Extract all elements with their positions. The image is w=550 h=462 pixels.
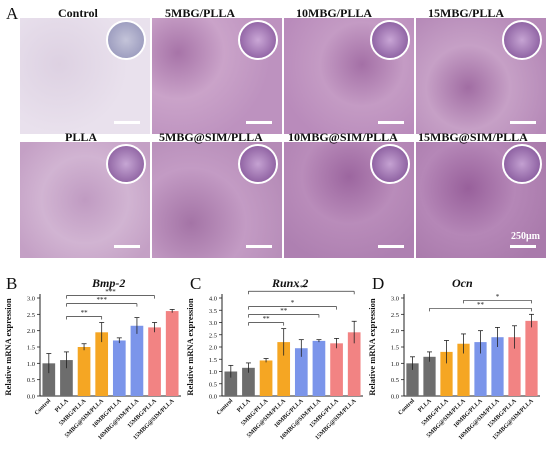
bmp2-ytick-label: 0.5 [27, 377, 35, 384]
ocn-bar-0 [406, 363, 419, 396]
chart-title-ocn: Ocn [452, 276, 473, 290]
runx2-bar-5 [312, 340, 326, 396]
panel-label-c: C [190, 274, 202, 293]
micrograph-title-15mbg-plla: 15MBG/PLLA [428, 6, 505, 20]
runx2-ytick-label: 4.0 [209, 296, 217, 303]
runx2-ylabel: Relative mRNA expression [185, 298, 195, 395]
panel-label-a: A [6, 4, 19, 23]
runx2-bar-1 [242, 367, 255, 396]
ocn-bar-4 [474, 342, 487, 396]
chart-ocn: Relative mRNA expression 0.0 0.5 1.0 1.5 2.0 2… [367, 293, 540, 441]
micrograph-5mbg-plla [152, 18, 282, 134]
runx2-ytick-label: 3.0 [209, 320, 217, 327]
bmp2-bar-5 [130, 325, 144, 396]
bmp2-bar-0 [42, 363, 56, 396]
ocn-ylabel: Relative mRNA expression [367, 298, 377, 395]
micrograph-5mbg-sim-plla [152, 142, 282, 258]
runx2-bar-6 [330, 343, 343, 396]
runx2-ytick-label: 3.5 [209, 308, 217, 315]
runx2-sig-label-2: * [291, 299, 295, 307]
bmp2-ytick-label: 3.0 [27, 296, 35, 303]
chart-runx2: Relative mRNA expression 0.0 0.5 1.0 1.5 2.0 2… [185, 284, 363, 441]
ocn-category-label-1: PLLA [417, 398, 433, 414]
runx2-bar-3 [277, 342, 291, 396]
ocn-ytick-label: 0.0 [391, 394, 399, 401]
bmp2-sig-label-2: *** [105, 288, 116, 296]
bmp2-bar-6 [148, 327, 161, 396]
micrograph-title-10mbg-sim-plla: 10MBG@SIM/PLLA [288, 130, 398, 144]
micrograph-title-15mbg-sim-plla: 15MBG@SIM/PLLA [418, 130, 528, 144]
runx2-ytick-label: 1.5 [209, 357, 217, 364]
micrograph-10mbg-sim-plla [284, 142, 414, 258]
chart-title-runx2: Runx 2 [272, 276, 309, 290]
runx2-sig-label-3: *** [296, 284, 307, 292]
bmp2-ylabel: Relative mRNA expression [3, 298, 13, 395]
bmp2-category-label-1: PLLA [54, 398, 70, 414]
runx2-sig-label-1: ** [280, 307, 288, 315]
bmp2-bar-7 [165, 311, 179, 396]
chart-title-bmp2: Bmp-2 [92, 276, 126, 290]
ocn-sig-label-0: ** [477, 301, 485, 309]
micrograph-title-plla: PLLA [65, 130, 98, 144]
scale-bar-label: 250μm [511, 231, 540, 242]
ocn-ytick-label: 1.5 [391, 345, 399, 352]
micrograph-control [20, 18, 150, 134]
bmp2-bar-4 [112, 340, 126, 396]
micrograph-plla [20, 142, 150, 258]
bmp2-ytick-label: 1.5 [27, 345, 35, 352]
bmp2-sig-label-0: ** [81, 309, 89, 317]
bmp2-ytick-label: 0.0 [27, 394, 35, 401]
bmp2-category-label-0: Control [34, 398, 53, 417]
runx2-sig-label-0: ** [263, 315, 271, 323]
runx2-ytick-label: 2.0 [209, 345, 217, 352]
bmp2-bar-3 [95, 332, 109, 396]
ocn-ytick-label: 1.0 [391, 361, 399, 368]
ocn-bar-2 [440, 351, 453, 396]
runx2-ytick-label: 2.5 [209, 332, 217, 339]
chart-bmp2: Relative mRNA expression 0.0 0.5 1.0 1.5 2.0 2… [3, 288, 181, 441]
ocn-category-label-0: Control [398, 398, 417, 417]
bmp2-ytick-label: 2.0 [27, 328, 35, 335]
ocn-bar-5 [491, 337, 504, 396]
ocn-bar-1 [423, 356, 436, 396]
runx2-category-label-0: Control [216, 398, 235, 417]
micrograph-title-5mbg-sim-plla: 5MBG@SIM/PLLA [159, 130, 263, 144]
ocn-bar-7 [525, 320, 538, 396]
runx2-bar-4 [294, 348, 308, 396]
ocn-ytick-label: 2.5 [391, 312, 399, 319]
panel-label-b: B [6, 274, 18, 293]
ocn-ytick-label: 0.5 [391, 377, 399, 384]
runx2-ytick-label: 0.5 [209, 381, 217, 388]
runx2-ytick-label: 0.0 [209, 394, 217, 401]
micrograph-title-5mbg-plla: 5MBG/PLLA [165, 6, 236, 20]
runx2-ytick-label: 1.0 [209, 369, 217, 376]
ocn-ytick-label: 3.0 [391, 296, 399, 303]
micrograph-title-control: Control [58, 6, 98, 20]
micrograph-title-10mbg-plla: 10MBG/PLLA [296, 6, 373, 20]
micrograph-15mbg-plla [416, 18, 546, 134]
bmp2-ytick-label: 1.0 [27, 361, 35, 368]
runx2-category-label-1: PLLA [236, 398, 252, 414]
bmp2-ytick-label: 2.5 [27, 312, 35, 319]
ocn-ytick-label: 2.0 [391, 328, 399, 335]
ocn-bar-3 [457, 343, 470, 396]
bmp2-bar-2 [77, 347, 91, 396]
runx2-bar-7 [347, 332, 361, 396]
runx2-bar-2 [259, 360, 273, 396]
ocn-bar-6 [508, 337, 521, 396]
runx2-bar-0 [224, 371, 238, 396]
micrograph-10mbg-plla [284, 18, 414, 134]
ocn-sig-label-1: * [496, 293, 500, 301]
micrograph-15mbg-sim-plla: 250μm [416, 142, 546, 258]
bmp2-bar-1 [60, 360, 73, 396]
bmp2-sig-label-1: *** [96, 296, 107, 304]
panel-label-d: D [372, 274, 385, 293]
